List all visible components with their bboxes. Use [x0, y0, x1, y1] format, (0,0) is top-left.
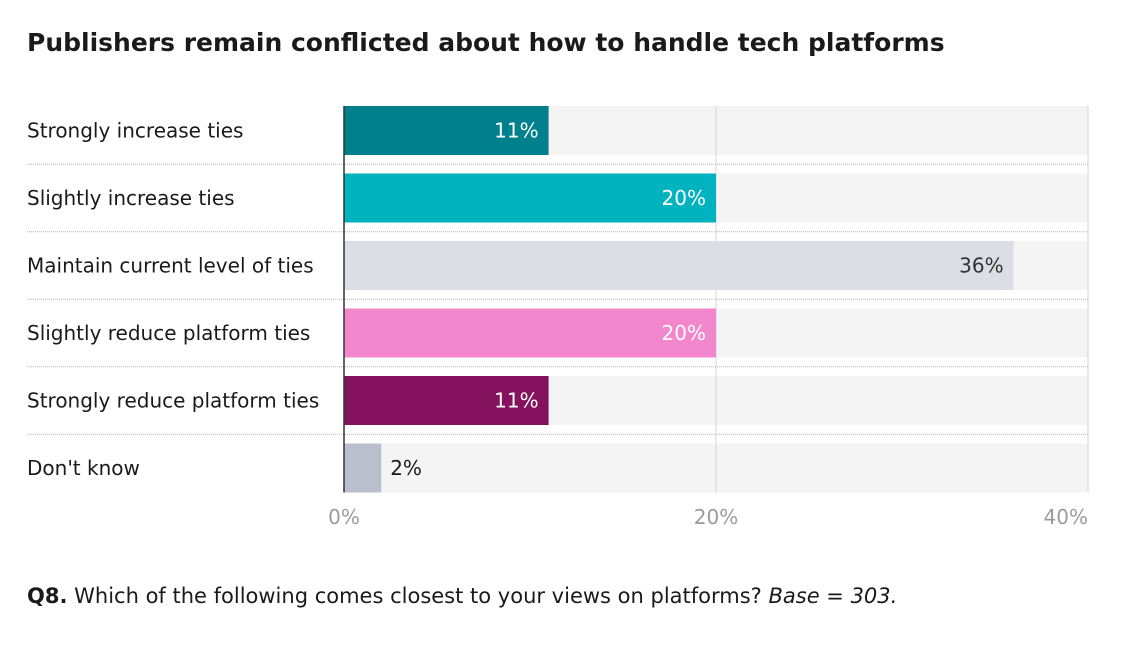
base-note: Base = 303.	[768, 584, 898, 608]
bar	[344, 241, 1014, 290]
question-number: Q8.	[27, 584, 68, 608]
bar	[344, 173, 716, 223]
x-tick-label: 40%	[1044, 505, 1088, 529]
question-text: Which of the following comes closest to …	[67, 584, 769, 608]
category-label: Don't know	[27, 456, 140, 480]
data-label: 20%	[662, 321, 706, 345]
category-label: Slightly reduce platform ties	[27, 321, 310, 345]
chart-title: Publishers remain conflicted about how t…	[27, 28, 945, 57]
category-label: Slightly increase ties	[27, 186, 235, 210]
bar	[344, 443, 382, 493]
category-label: Maintain current level of ties	[27, 254, 314, 278]
category-label: Strongly increase ties	[27, 119, 243, 143]
data-label: 36%	[959, 254, 1003, 278]
x-tick-label: 0%	[328, 505, 360, 529]
data-label: 11%	[494, 389, 538, 413]
x-tick-label: 20%	[694, 505, 738, 529]
bar	[344, 308, 716, 358]
data-label: 20%	[662, 186, 706, 210]
data-label: 11%	[494, 119, 538, 143]
category-label: Strongly reduce platform ties	[27, 389, 319, 413]
data-label: 2%	[390, 456, 422, 480]
footnote: Q8. Which of the following comes closest…	[27, 584, 897, 608]
bar	[344, 376, 549, 425]
bar	[344, 106, 549, 155]
